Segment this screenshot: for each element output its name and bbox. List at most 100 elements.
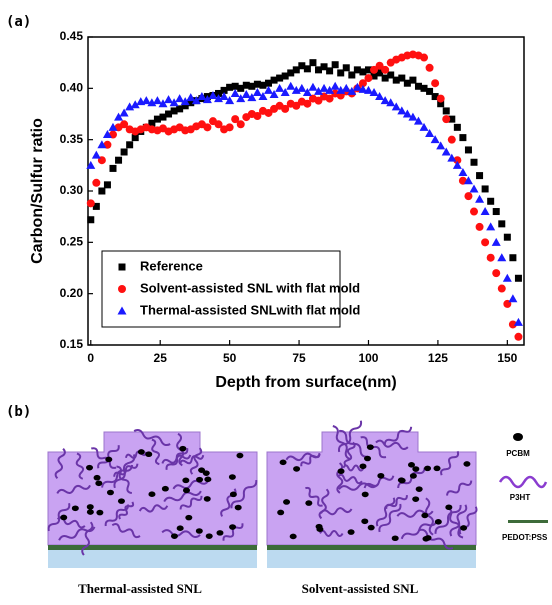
point [86, 199, 95, 208]
pcbm-dot [445, 504, 453, 511]
y-tick-label: 0.25 [60, 235, 84, 249]
point [152, 96, 162, 105]
pcbm-dot [407, 462, 415, 468]
point [441, 147, 451, 156]
point [352, 82, 362, 91]
point [348, 71, 356, 79]
point [326, 67, 334, 75]
point [264, 85, 274, 94]
point [469, 184, 479, 193]
pcbm-dot [460, 525, 468, 531]
pcbm-dot [366, 444, 374, 450]
legend-label: Solvent-assisted SNL with flat mold [140, 280, 360, 295]
point [431, 79, 440, 88]
point [303, 65, 311, 73]
p3ht-icon [498, 475, 548, 489]
point [197, 92, 207, 101]
point [470, 158, 478, 166]
pcbm-dot [95, 480, 103, 487]
x-tick-label: 150 [497, 351, 517, 365]
pedot-layer [267, 545, 476, 550]
point [281, 72, 289, 80]
point [452, 160, 462, 169]
legend-box [101, 250, 341, 328]
pcbm-dot [289, 533, 297, 540]
point [436, 94, 445, 103]
point [426, 87, 434, 95]
point [287, 69, 295, 77]
pcbm-dot [361, 518, 369, 525]
p3ht-chain [118, 501, 135, 520]
legend-label: PCBM [506, 449, 530, 458]
point [447, 135, 456, 144]
legend-marker [117, 306, 127, 315]
pcbm-dot [196, 476, 204, 483]
point [97, 140, 107, 149]
point [313, 86, 323, 95]
point [303, 99, 312, 108]
point [425, 63, 434, 72]
point [208, 91, 218, 100]
point [341, 83, 351, 92]
point [187, 99, 195, 107]
point [298, 62, 306, 70]
pcbm-dot [283, 499, 291, 505]
point [102, 130, 112, 139]
point [181, 102, 189, 110]
pcbm-dot [463, 461, 471, 467]
point [119, 108, 129, 117]
point [419, 122, 429, 131]
point [413, 116, 423, 125]
p3ht-chain [165, 447, 189, 470]
point [514, 274, 522, 282]
p3ht-chain [343, 441, 356, 467]
point [492, 269, 501, 278]
p3ht-chain [75, 452, 85, 480]
p3ht-chain [161, 529, 201, 539]
substrate [48, 550, 257, 568]
pcbm-dot [364, 455, 372, 462]
point [430, 135, 440, 144]
point [330, 81, 340, 90]
point [308, 82, 318, 91]
point [336, 85, 346, 94]
pcbm-dot [145, 451, 153, 458]
p3ht-chain [133, 429, 171, 447]
point [503, 233, 511, 241]
point [497, 284, 506, 293]
x-tick-label: 75 [292, 351, 306, 365]
pcbm-dot [204, 476, 212, 483]
pcbm-dot [293, 466, 301, 472]
p3ht-chain [342, 464, 365, 472]
point [392, 76, 400, 84]
point [176, 105, 184, 113]
point [437, 100, 445, 108]
point [175, 94, 185, 103]
point [203, 123, 212, 132]
y-tick-label: 0.30 [60, 183, 84, 197]
point [458, 168, 468, 177]
point [436, 141, 446, 150]
point [215, 89, 223, 97]
pcbm-dot [316, 526, 324, 533]
point [186, 93, 196, 102]
point [225, 123, 234, 132]
point [169, 98, 179, 107]
point [153, 115, 161, 123]
pcbm-dot [182, 487, 190, 494]
point [291, 85, 301, 94]
point [226, 83, 234, 91]
point [414, 82, 422, 90]
p3ht-chain [54, 448, 66, 480]
p3ht-chain [383, 426, 413, 445]
point [180, 97, 190, 106]
pcbm-dot [433, 465, 441, 472]
point [86, 160, 96, 169]
p3ht-chain [375, 497, 396, 527]
point [320, 63, 328, 71]
point [364, 66, 372, 74]
point [408, 112, 418, 121]
point [442, 107, 450, 115]
point [91, 150, 101, 159]
point [347, 86, 357, 95]
